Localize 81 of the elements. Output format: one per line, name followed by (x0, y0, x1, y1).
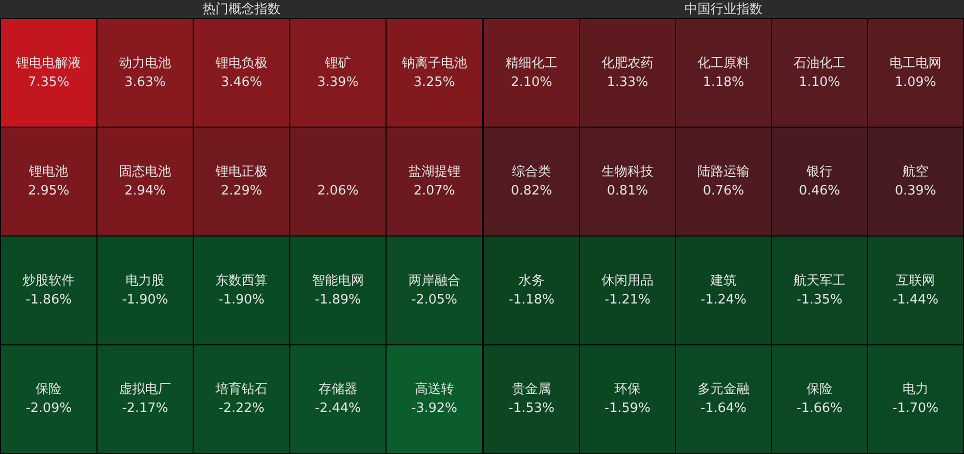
category-label: 锂电池 (28, 164, 68, 180)
category-label: 电力 (902, 382, 928, 397)
data-label: -2.17% (122, 401, 168, 416)
data-label: -2.22% (218, 401, 264, 416)
category-label: 两岸融合 (408, 273, 460, 288)
category-label: 休闲用品 (602, 273, 654, 288)
category-label: 存储器 (318, 382, 358, 397)
data-label: 2.06% (317, 184, 359, 198)
text: 热门概念指数 (202, 1, 282, 18)
data-label: 2.95% (28, 184, 70, 198)
category-label: 电工电网 (890, 56, 942, 71)
category-label: 盐湖提锂 (408, 164, 460, 180)
data-label: 1.10% (798, 74, 840, 90)
text: 中国行业指数 (684, 1, 764, 18)
data-label: 0.81% (606, 184, 648, 198)
data-label: -1.70% (892, 401, 938, 416)
category-label: 电力股 (126, 273, 165, 288)
category-label: 生物科技 (602, 164, 654, 180)
category-label: 石油化工 (794, 56, 846, 71)
data-label: -1.66% (796, 401, 842, 416)
category-label: 贵金属 (512, 382, 551, 397)
data-label: -1.35% (796, 292, 842, 308)
category-label: 锂电负极 (214, 56, 268, 71)
category-label: 虚拟电厂 (119, 382, 172, 397)
data-label: -2.09% (26, 401, 72, 416)
data-label: 0.76% (702, 184, 744, 198)
category-label: 水务 (518, 273, 544, 288)
category-label: 锂矿 (324, 56, 351, 71)
data-label: 2.07% (414, 184, 455, 198)
category-label: 培育钻石 (214, 381, 268, 397)
category-label: 互联网 (896, 273, 935, 288)
data-label: -1.86% (26, 292, 72, 308)
category-label: 精细化工 (506, 56, 558, 71)
data-label: -2.44% (314, 401, 361, 416)
data-label: 3.25% (414, 74, 455, 90)
category-label: 化肥农药 (602, 56, 654, 71)
category-label: 陆路运输 (698, 164, 750, 180)
category-label: 综合类 (512, 164, 551, 180)
data-label: 0.39% (894, 184, 936, 198)
data-label: -1.64% (700, 401, 746, 416)
category-label: 锂电电解液 (15, 56, 82, 71)
data-label: -3.92% (411, 401, 458, 416)
data-label: 1.18% (702, 74, 744, 90)
category-label: 建筑 (710, 273, 736, 288)
category-label: 炒股软件 (22, 273, 75, 288)
data-label: 1.09% (894, 74, 936, 90)
data-label: -1.53% (508, 401, 554, 416)
data-label: -1.24% (700, 292, 746, 308)
category-label: 化工原料 (698, 56, 750, 71)
category-label: 环保 (614, 382, 640, 397)
data-label: -1.59% (604, 401, 650, 416)
category-label: 钠离子电池 (400, 54, 467, 71)
data-label: 0.46% (798, 184, 840, 198)
data-label: 3.46% (220, 74, 262, 90)
category-label: 银行 (806, 164, 832, 180)
data-label: 2.10% (510, 74, 552, 90)
data-label: 3.63% (124, 74, 166, 90)
data-label: -1.90% (122, 292, 168, 308)
data-label: 1.33% (606, 74, 648, 90)
data-label: 3.39% (317, 74, 359, 90)
data-label: -1.89% (314, 292, 361, 308)
data-label: -1.21% (604, 292, 650, 308)
category-label: 保险 (806, 382, 832, 397)
category-label: 高送转 (414, 381, 454, 397)
data-label: -1.90% (218, 292, 264, 308)
data-label: -2.05% (411, 292, 458, 308)
data-label: 2.94% (124, 184, 166, 198)
category-label: 动力电池 (119, 56, 172, 71)
category-label: 东数西算 (216, 273, 268, 288)
data-label: 2.29% (220, 184, 262, 198)
data-label: -1.44% (892, 292, 938, 308)
category-label: 保险 (36, 382, 62, 397)
category-label: 锂电正极 (214, 164, 268, 180)
category-label: 智能电网 (312, 273, 364, 288)
category-label: 航空 (902, 164, 928, 180)
category-label: 固态电池 (119, 164, 172, 180)
data-label: 0.82% (510, 184, 552, 198)
data-label: 7.35% (28, 74, 70, 90)
category-label: 航天军工 (794, 273, 846, 288)
category-label: 多元金融 (698, 382, 750, 397)
data-label: -1.18% (508, 292, 554, 308)
